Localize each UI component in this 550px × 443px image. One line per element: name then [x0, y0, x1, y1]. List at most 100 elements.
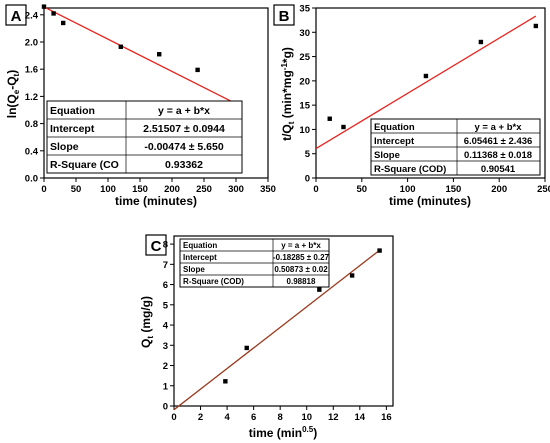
panel-c-data-point	[317, 287, 322, 292]
panel-c-points	[223, 248, 382, 384]
panel-c-y-tick-label: 0	[163, 402, 168, 413]
panel-c-table-cell: Intercept	[183, 253, 217, 262]
panel-b-data-point	[341, 124, 346, 130]
panel-a-data-point	[195, 67, 200, 73]
panel-a-table-cell: Intercept	[50, 123, 95, 135]
panel-c-table-cell: 0.98818	[287, 277, 316, 286]
panel-b-y-tick-label: 0	[305, 174, 310, 185]
panel-c-table-cell: -0.18285 ± 0.27	[273, 253, 330, 262]
panel-a-label-box	[5, 4, 27, 26]
panel-a-data-point	[118, 44, 123, 49]
panel-c-x-tick-label: 12	[328, 412, 339, 423]
panel-c-fit-table: Equation y = a + b*x Intercept -0.18285 …	[179, 238, 330, 288]
panel-c-y-tick-label: 6	[163, 280, 168, 291]
panel-b-fit	[315, 15, 537, 150]
panel-b-plot-area	[315, 7, 546, 179]
panel-a-fit-table: Equation y = a + b*x Intercept 2.51507 ±…	[46, 100, 243, 174]
panel-a-plot-area	[43, 7, 269, 179]
panel-a-ticks: 0 50 100 150 200 250 300 350 0.0 0.4 0.8 1.2 1.6 2.0 2…	[25, 10, 276, 195]
panel-b-x-tick-label: 0	[313, 184, 318, 195]
panel-b-y-tick-label: 10	[299, 125, 310, 136]
panel-a-x-tick-label: 0	[41, 184, 46, 195]
panel-c-data-point	[377, 248, 382, 253]
panel-c-table-cell: Equation	[183, 241, 217, 250]
panel-c-data-point	[244, 345, 249, 351]
panel-c-table-cell: 0.50873 ± 0.02	[274, 265, 328, 274]
panel-a-y-axis-label: ln(Qe-Qt)	[5, 70, 21, 118]
panel-c-data-point	[223, 379, 228, 384]
panel-c-x-tick-label: 6	[251, 412, 256, 423]
panel-a-data-point	[51, 11, 56, 16]
panel-a-y-tick-label: 1.6	[25, 65, 38, 76]
panel-c-y-tick-label: 8	[163, 240, 168, 251]
panel-a-x-tick-label: 50	[71, 184, 82, 195]
panel-a-x-tick-label: 250	[196, 184, 212, 195]
panel-a-fit-line	[43, 6, 237, 105]
panel-a-x-tick-label: 100	[100, 184, 116, 195]
panel-b-data-point	[533, 23, 539, 29]
panel-b-fit-line	[315, 15, 537, 150]
panel-b-ticks: 0 50 100 150 200 250 0 5 10 15 20 25 30 35	[299, 4, 550, 196]
panel-c-x-tick-label: 14	[355, 412, 366, 423]
panel-c-y-tick-label: 3	[163, 341, 168, 352]
panel-c-y-tick-label: 5	[163, 300, 169, 311]
panel-b-y-tick-label: 30	[299, 28, 310, 39]
panel-a-label: A	[11, 8, 22, 25]
panel-b-y-tick-label: 35	[299, 4, 310, 15]
panel-b-x-tick-label: 250	[537, 184, 550, 195]
panel-b-y-tick-label: 5	[305, 149, 311, 160]
panel-a-y-tick-label: 2.4	[25, 10, 39, 21]
panel-a-table-cell: 0.93362	[165, 159, 203, 171]
panel-a-x-axis-label: time (minutes)	[115, 194, 197, 208]
panel-a-data-point	[61, 20, 66, 26]
panel-c-table-cell: R-Square (COD)	[183, 277, 244, 286]
panel-b-data-point	[423, 73, 429, 79]
panel-c-x-tick-label: 4	[224, 412, 230, 423]
panel-c-y-tick-label: 2	[163, 361, 168, 372]
panel-a-data-point	[157, 52, 162, 57]
panel-c-data-point	[349, 273, 355, 278]
panel-c-table-cell: Slope	[183, 265, 205, 274]
panel-c-x-tick-label: 10	[301, 412, 312, 423]
panel-b-fit-table: Equation y = a + b*x Intercept 6.05461 ±…	[370, 118, 541, 176]
panel-b-y-tick-label: 25	[299, 52, 310, 63]
panel-c-plot-area	[173, 235, 394, 407]
panel-b-data-point	[327, 116, 332, 121]
panel-b: B 0 50 100 150 200 250 0 5 10 15 20 25 30 35 time (mi…	[273, 4, 550, 208]
panel-b-x-axis-label: time (minutes)	[389, 194, 471, 208]
panel-b-table-cell: Equation	[374, 122, 415, 133]
panel-c-fit-line	[173, 249, 381, 411]
panel-c-x-axis-label: time (min0.5)	[249, 425, 317, 440]
panel-a-y-tick-label: 0.8	[25, 119, 38, 130]
panel-a-data-point	[41, 4, 47, 9]
panel-a-table-cell: 2.51507 ± 0.0944	[143, 123, 225, 135]
panel-c-y-axis-label: Qt (mg/g)	[139, 296, 155, 348]
panel-b-x-tick-label: 100	[400, 184, 416, 195]
panel-b-y-tick-label: 20	[299, 76, 310, 87]
panel-a-table-cell: R-Square (CO	[50, 159, 119, 171]
panel-b-table-cell: Slope	[374, 150, 400, 161]
panel-c-fit	[173, 249, 381, 411]
panel-c-y-tick-label: 4	[163, 321, 169, 332]
panel-a-x-tick-label: 150	[132, 184, 148, 195]
panel-b-label-box	[273, 4, 295, 26]
panel-b-table-cell: y = a + b*x	[474, 122, 522, 133]
panel-a-y-tick-label: 0.0	[25, 174, 38, 185]
panel-a-table-cell: -0.00474 ± 5.650	[144, 141, 223, 153]
panel-b-y-axis-label: t/Qt (min*mg-1*g)	[280, 47, 296, 141]
panel-c-x-tick-label: 2	[198, 412, 203, 423]
panel-b-x-tick-label: 200	[491, 184, 507, 195]
panel-a-y-tick-label: 2.0	[25, 38, 38, 49]
panel-a-table-cell: Slope	[50, 141, 79, 153]
panel-c-y-tick-label: 1	[163, 381, 169, 392]
panel-c-y-tick-label: 7	[163, 260, 168, 271]
panel-b-x-tick-label: 150	[445, 184, 461, 195]
panel-b-table-cell: R-Square (COD)	[374, 164, 446, 175]
panel-a-table-cell: Equation	[50, 105, 95, 117]
panel-b-points	[327, 23, 539, 130]
panel-a: A 0 50 100 150 200 250 300 350 0.0 0.4 0.8 1.2 1.6 2.…	[5, 4, 276, 208]
panel-a-x-tick-label: 350	[260, 184, 276, 195]
